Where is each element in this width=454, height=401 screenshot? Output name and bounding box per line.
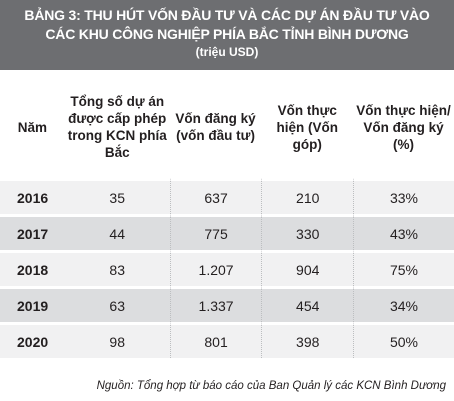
cell-realized: 330: [261, 214, 353, 250]
table-unit-label: (triệu USD): [195, 45, 259, 59]
cell-projects: 44: [64, 214, 170, 250]
header-year: Năm: [0, 76, 65, 178]
table-title-line-1: BẢNG 3: THU HÚT VỐN ĐẦU TƯ VÀ CÁC DỰ ÁN …: [24, 7, 430, 23]
table-row: 2017 44 775 330 43%: [0, 214, 454, 250]
cell-projects: 63: [64, 286, 170, 322]
cell-realized: 398: [261, 322, 353, 358]
cell-registered: 637: [169, 178, 262, 214]
table-row: 2018 83 1.207 904 75%: [0, 250, 454, 286]
header-projects: Tổng số dự án được cấp phép trong KCN ph…: [64, 76, 170, 178]
cell-year: 2016: [0, 178, 65, 214]
header-realized-capital: Vốn thực hiện (Vốn góp): [261, 76, 353, 178]
cell-year: 2020: [0, 322, 65, 358]
table-row: 2020 98 801 398 50%: [0, 322, 454, 358]
header-ratio: Vốn thực hiện/ Vốn đăng ký (%): [353, 76, 454, 178]
cell-year: 2017: [0, 214, 65, 250]
table-row: 2019 63 1.337 454 34%: [0, 286, 454, 322]
cell-year: 2019: [0, 286, 65, 322]
cell-registered: 1.337: [169, 286, 262, 322]
cell-ratio: 33%: [353, 178, 454, 214]
cell-realized: 210: [261, 178, 353, 214]
cell-registered: 1.207: [169, 250, 262, 286]
table-row: 2016 35 637 210 33%: [0, 178, 454, 214]
cell-ratio: 34%: [353, 286, 454, 322]
cell-registered: 801: [169, 322, 262, 358]
cell-ratio: 75%: [353, 250, 454, 286]
cell-projects: 35: [64, 178, 170, 214]
investment-table: Năm Tổng số dự án được cấp phép trong KC…: [0, 76, 454, 358]
cell-projects: 83: [64, 250, 170, 286]
cell-registered: 775: [169, 214, 262, 250]
source-note: Nguồn: Tổng hợp từ báo cáo của Ban Quản …: [96, 380, 446, 392]
table-title-line-2: CÁC KHU CÔNG NGHIỆP PHÍA BẮC TỈNH BÌNH D…: [45, 26, 409, 42]
table-title-banner: BẢNG 3: THU HÚT VỐN ĐẦU TƯ VÀ CÁC DỰ ÁN …: [0, 0, 454, 70]
header-registered-capital: Vốn đăng ký (vốn đầu tư): [169, 76, 262, 178]
cell-realized: 454: [261, 286, 353, 322]
cell-ratio: 43%: [353, 214, 454, 250]
cell-projects: 98: [64, 322, 170, 358]
table-header-row: Năm Tổng số dự án được cấp phép trong KC…: [0, 76, 454, 178]
cell-ratio: 50%: [353, 322, 454, 358]
cell-year: 2018: [0, 250, 65, 286]
cell-realized: 904: [261, 250, 353, 286]
